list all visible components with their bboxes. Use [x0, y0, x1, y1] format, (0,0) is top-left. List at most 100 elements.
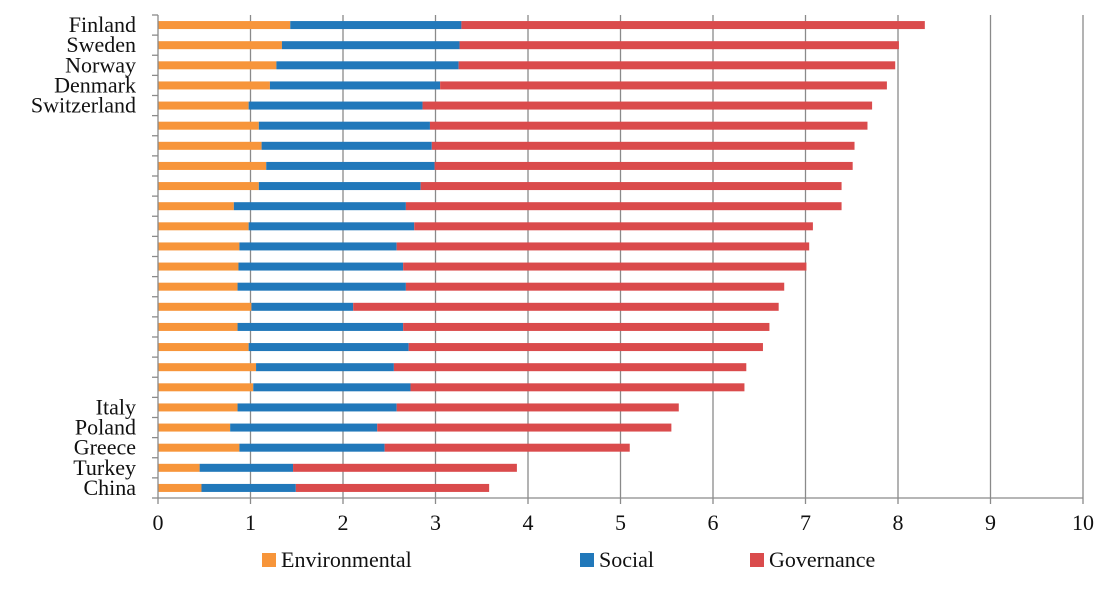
bar-environmental: [158, 463, 200, 472]
bar-social: [239, 242, 397, 251]
bar-environmental: [158, 61, 277, 70]
x-tick-label: 3: [430, 510, 441, 535]
bar-environmental: [158, 403, 238, 412]
bar-social: [233, 202, 406, 211]
category-label: Greece: [74, 435, 136, 460]
bar-environmental: [158, 363, 257, 372]
bar-environmental: [158, 262, 239, 271]
x-tick-label: 7: [800, 510, 811, 535]
bar-social: [237, 403, 397, 412]
category-label: Norway: [65, 52, 136, 77]
bar-governance: [429, 121, 868, 130]
bar-environmental: [158, 222, 249, 231]
bar-environmental: [158, 282, 238, 291]
bar-governance: [403, 262, 807, 271]
bar-governance: [353, 302, 779, 311]
bar-social: [251, 302, 354, 311]
bar-environmental: [158, 302, 252, 311]
bar-environmental: [158, 161, 267, 170]
bar-governance: [403, 322, 770, 331]
bar-social: [237, 322, 404, 331]
gridlines: [249, 15, 1084, 498]
category-label: Italy: [96, 394, 136, 419]
bar-social: [230, 423, 378, 432]
bar-governance: [461, 21, 925, 30]
bar-governance: [422, 101, 873, 110]
bars: [158, 21, 925, 492]
bar-social: [238, 262, 404, 271]
bar-social: [261, 141, 432, 150]
bar-social: [256, 363, 394, 372]
bar-social: [258, 182, 421, 191]
bar-environmental: [158, 141, 262, 150]
bar-governance: [393, 363, 747, 372]
x-tick-label: 6: [708, 510, 719, 535]
bar-social: [281, 41, 460, 50]
bar-social: [266, 161, 435, 170]
bar-environmental: [158, 21, 291, 30]
bar-environmental: [158, 443, 240, 452]
x-tick-label: 5: [615, 510, 626, 535]
bar-environmental: [158, 202, 234, 211]
category-label: China: [83, 475, 136, 500]
bar-governance: [408, 343, 763, 352]
bar-social: [253, 383, 411, 392]
bar-governance: [440, 81, 887, 90]
category-label: Sweden: [66, 32, 136, 57]
bar-social: [237, 282, 406, 291]
category-label: Switzerland: [31, 93, 136, 118]
x-tick-labels: 0 1 2 3 4 5 6 7 8 9 10: [153, 510, 1095, 535]
x-tick-label: 2: [338, 510, 349, 535]
bar-environmental: [158, 423, 231, 432]
bar-governance: [458, 61, 896, 70]
legend-label-social: Social: [599, 547, 654, 572]
bar-governance: [396, 403, 679, 412]
bar-governance: [414, 222, 813, 231]
x-tick-label: 0: [153, 510, 164, 535]
bar-environmental: [158, 383, 254, 392]
bar-governance: [405, 202, 842, 211]
legend-swatch-governance: [750, 553, 764, 567]
x-tick-label: 9: [985, 510, 996, 535]
bar-environmental: [158, 242, 240, 251]
bar-environmental: [158, 343, 249, 352]
bar-governance: [377, 423, 672, 432]
x-tick-label: 10: [1072, 510, 1094, 535]
bar-governance: [295, 483, 490, 492]
bar-environmental: [158, 101, 249, 110]
legend-label-environmental: Environmental: [281, 547, 412, 572]
bar-social: [199, 463, 294, 472]
x-tick-label: 4: [523, 510, 534, 535]
bar-governance: [410, 383, 745, 392]
bar-social: [276, 61, 459, 70]
bar-social: [290, 21, 462, 30]
bar-governance: [420, 182, 842, 191]
bar-social: [248, 101, 423, 110]
bar-environmental: [158, 182, 259, 191]
bar-social: [201, 483, 296, 492]
bar-governance: [434, 161, 853, 170]
bar-governance: [293, 463, 517, 472]
category-label: Poland: [75, 415, 136, 440]
category-label: Finland: [69, 12, 136, 37]
x-tick-label: 1: [245, 510, 256, 535]
x-tick-label: 8: [893, 510, 904, 535]
bar-environmental: [158, 121, 259, 130]
bar-social: [248, 222, 415, 231]
bar-governance: [431, 141, 855, 150]
legend: Environmental Social Governance: [262, 547, 875, 572]
bar-social: [269, 81, 441, 90]
bar-social: [239, 443, 385, 452]
legend-swatch-social: [580, 553, 594, 567]
bar-governance: [384, 443, 630, 452]
bar-environmental: [158, 41, 282, 50]
category-label: Denmark: [54, 72, 136, 97]
bar-governance: [459, 41, 899, 50]
axes: [152, 14, 1084, 504]
legend-swatch-environmental: [262, 553, 276, 567]
bar-governance: [405, 282, 785, 291]
bar-environmental: [158, 483, 202, 492]
bar-governance: [396, 242, 810, 251]
